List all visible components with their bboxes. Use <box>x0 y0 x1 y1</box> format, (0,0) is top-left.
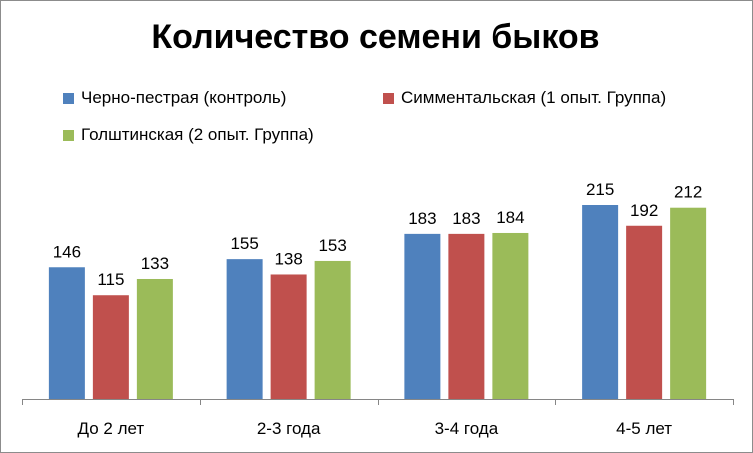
bar-series-2-cat-4 <box>626 225 663 399</box>
legend-label-series-1: Черно-пестрая (контроль) <box>81 88 287 107</box>
bar-series-1-cat-2 <box>226 259 263 399</box>
bar-series-2-cat-1 <box>92 295 129 399</box>
bar-series-3-cat-2 <box>314 260 351 399</box>
bar-series-3-cat-3 <box>492 232 529 399</box>
x-tick-label-2: 2-3 года <box>257 419 321 438</box>
legend-label-series-3: Голштинская (2 опыт. Группа) <box>81 125 314 144</box>
bar-series-1-cat-1 <box>48 267 85 399</box>
legend-swatch-series-2 <box>383 92 394 104</box>
data-label-series-1-cat-3: 183 <box>408 209 436 228</box>
legend-item-series-1: Черно-пестрая (контроль) <box>63 88 286 108</box>
x-tick-label-1: До 2 лет <box>78 419 145 438</box>
bar-series-1-cat-4 <box>582 205 619 399</box>
x-tick-label-4: 4-5 лет <box>616 419 672 438</box>
data-label-series-3-cat-3: 184 <box>496 208 524 227</box>
legend-item-series-2: Симментальская (1 опыт. Группа) <box>383 88 666 108</box>
data-label-series-3-cat-2: 153 <box>318 236 346 255</box>
data-label-series-1-cat-4: 215 <box>586 180 614 199</box>
legend-swatch-series-1 <box>63 92 74 104</box>
legend-item-series-3: Голштинская (2 опыт. Группа) <box>63 125 314 145</box>
chart-title: Количество семени быков <box>151 18 600 56</box>
data-label-series-2-cat-4: 192 <box>630 201 658 220</box>
data-label-series-1-cat-2: 155 <box>230 234 258 253</box>
legend-swatch-series-3 <box>63 129 74 141</box>
data-label-series-2-cat-3: 183 <box>452 209 480 228</box>
bar-series-1-cat-3 <box>404 233 441 399</box>
data-label-series-2-cat-2: 138 <box>274 249 302 268</box>
bar-series-3-cat-1 <box>136 278 173 399</box>
bar-series-2-cat-3 <box>448 233 485 399</box>
bar-series-2-cat-2 <box>270 274 307 399</box>
bar-series-3-cat-4 <box>670 207 707 399</box>
data-label-series-2-cat-1: 115 <box>97 270 124 289</box>
legend-label-series-2: Симментальская (1 опыт. Группа) <box>401 88 667 107</box>
x-tick-label-3: 3-4 года <box>435 419 499 438</box>
data-label-series-3-cat-4: 212 <box>674 183 702 202</box>
data-label-series-3-cat-1: 133 <box>141 254 169 273</box>
data-label-series-1-cat-1: 146 <box>53 242 81 261</box>
